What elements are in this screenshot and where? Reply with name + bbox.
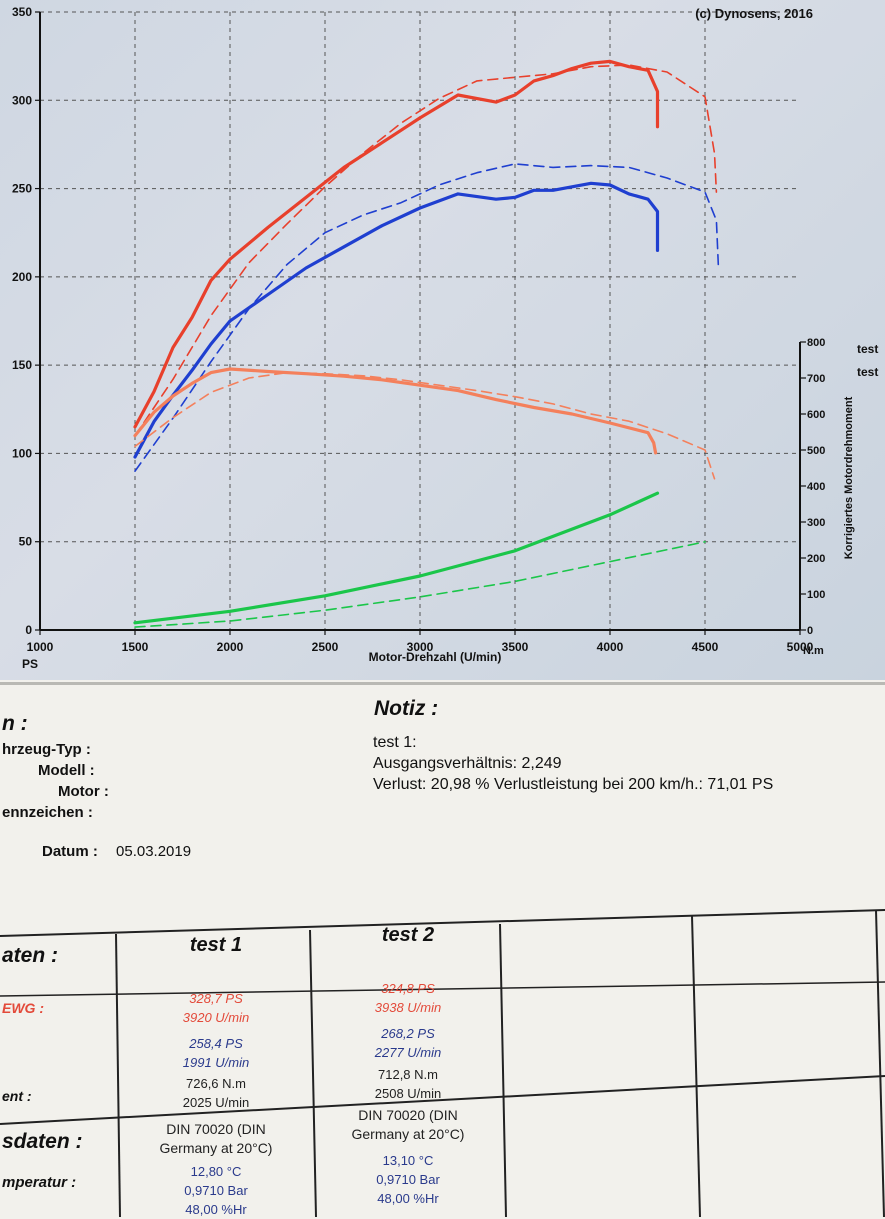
- plot-area: [40, 12, 800, 630]
- humidity-value: 48,00 %Hr: [185, 1202, 247, 1217]
- norm-test2: DIN 70020 (DIN Germany at 20°C): [351, 1107, 465, 1142]
- pressure-value: 0,9710 Bar: [184, 1183, 248, 1198]
- column-header-test1: test 1: [189, 934, 243, 956]
- ewg-row-label: EWG :: [2, 1000, 44, 1016]
- series-line-dashed: [134, 371, 716, 480]
- legend-entry: test: [857, 342, 878, 356]
- vehicle-type-label: hrzeug-Typ :: [2, 741, 91, 758]
- y-right-tick-label: 500: [807, 445, 825, 457]
- date-label: Datum :: [42, 843, 98, 860]
- max-power-value: 324,8 PS: [381, 981, 435, 996]
- y-right-tick-label: 800: [807, 337, 825, 349]
- note-line: test 1:: [373, 734, 417, 751]
- x-tick-label: 1000: [27, 640, 54, 654]
- y-right-tick-label: 100: [807, 589, 825, 601]
- y-right-axis-label: Korrigiertes Motordrehmoment: [843, 396, 855, 559]
- torque-row-label: ent :: [2, 1088, 32, 1104]
- legend-entry: test: [857, 365, 878, 379]
- date-value: 05.03.2019: [116, 843, 192, 860]
- date-row: Datum : 05.03.2019: [42, 843, 191, 860]
- notiz-title: Notiz :: [374, 697, 439, 720]
- y-right-unit-label: N.m: [803, 645, 824, 657]
- series-line-solid: [133, 59, 660, 429]
- torque-rpm: 2025 U/min: [182, 1095, 250, 1110]
- ambient-section-label: sdaten :: [2, 1130, 83, 1153]
- dyno-chart: 1000 1500 2000 2500 3000 3500 4000 4500 5000 0 50 1…: [0, 0, 885, 680]
- torque-value: 726,6 N.m: [186, 1076, 246, 1091]
- temperature-value: 12,80 °C: [190, 1164, 242, 1179]
- norm-test1: DIN 70020 (DIN Germany at 20°C): [159, 1121, 273, 1156]
- x-tick-label: 3000: [407, 640, 434, 654]
- column-header-test2: test 2: [381, 924, 435, 946]
- vehicle-labels: hrzeug-Typ : Modell : Motor : ennzeichen…: [2, 739, 109, 823]
- x-tick-label: 1500: [122, 640, 149, 654]
- y-left-tick-label: 200: [12, 270, 32, 284]
- power2-value: 258,4 PS: [189, 1036, 243, 1051]
- measure-section-label: aten :: [2, 944, 59, 967]
- y-left-unit-label: PS: [22, 657, 38, 671]
- x-tick-label: 4500: [692, 640, 719, 654]
- ambient-test1: 12,80 °C 0,9710 Bar 48,00 %Hr: [122, 1162, 310, 1219]
- torque-rpm: 2508 U/min: [374, 1086, 442, 1101]
- vehicle-section-title: n :: [2, 712, 28, 735]
- x-tick-label: 4000: [597, 640, 624, 654]
- series-line-dashed: [134, 64, 718, 437]
- temperature-value: 13,10 °C: [382, 1153, 434, 1168]
- chart-divider: [0, 682, 885, 685]
- temperature-row-label: mperatur :: [2, 1174, 77, 1191]
- y-left-tick-label: 300: [12, 93, 32, 107]
- y-right-tick-label: 600: [807, 409, 825, 421]
- ambient-test2: 13,10 °C 0,9710 Bar 48,00 %Hr: [314, 1151, 502, 1208]
- series-line-solid: [133, 367, 658, 455]
- y-left-tick-label: 350: [12, 5, 32, 19]
- model-label: Modell :: [38, 762, 95, 779]
- max-power-test2: 324,8 PS 3938 U/min: [314, 979, 502, 1017]
- y-right-tick-label: 0: [807, 625, 813, 637]
- series-line-solid: [133, 181, 660, 459]
- dyno-chart-svg: 1000 1500 2000 2500 3000 3500 4000 4500 50000501…: [12, 5, 878, 671]
- notiz-lines: test 1: Ausgangsverhältnis: 2,249 Verlus…: [373, 732, 773, 795]
- x-tick-label: 2500: [312, 640, 339, 654]
- torque-test1: 726,6 N.m 2025 U/min: [122, 1074, 310, 1112]
- max-power-value: 328,7 PS: [189, 991, 243, 1006]
- y-left-tick-label: 0: [25, 623, 32, 637]
- y-right-tick-label: 300: [807, 517, 825, 529]
- max-power-test1: 328,7 PS 3920 U/min: [122, 989, 310, 1027]
- motor-label: Motor :: [58, 783, 109, 800]
- copyright-text: (c) Dynosens, 2016: [695, 6, 813, 21]
- y-left-tick-label: 150: [12, 358, 32, 372]
- humidity-value: 48,00 %Hr: [377, 1191, 439, 1206]
- y-left-tick-label: 100: [12, 446, 32, 460]
- note-line: Ausgangsverhältnis: 2,249: [373, 755, 562, 772]
- series-line-solid: [133, 491, 660, 625]
- power2-rpm: 1991 U/min: [182, 1055, 250, 1070]
- results-table: aten : EWG : ent : sdaten : mperatur : t…: [0, 900, 885, 1217]
- torque-value: 712,8 N.m: [378, 1067, 438, 1082]
- series-line-dashed: [134, 163, 720, 472]
- power2-test1: 258,4 PS 1991 U/min: [122, 1034, 310, 1072]
- plate-label: ennzeichen :: [2, 804, 93, 821]
- x-tick-label: 5000: [787, 640, 814, 654]
- y-right-tick-label: 200: [807, 553, 825, 565]
- torque-test2: 712,8 N.m 2508 U/min: [314, 1065, 502, 1103]
- power2-rpm: 2277 U/min: [374, 1045, 442, 1060]
- max-power-rpm: 3920 U/min: [182, 1010, 250, 1025]
- series-line-dashed: [134, 540, 706, 628]
- results-table-grid: [0, 909, 885, 1217]
- pressure-value: 0,9710 Bar: [376, 1172, 440, 1187]
- x-tick-label: 2000: [217, 640, 244, 654]
- power2-value: 268,2 PS: [381, 1026, 435, 1041]
- y-left-tick-label: 250: [12, 182, 32, 196]
- y-right-tick-label: 400: [807, 481, 825, 493]
- power2-test2: 268,2 PS 2277 U/min: [314, 1024, 502, 1062]
- y-left-tick-label: 50: [19, 535, 33, 549]
- y-right-tick-label: 700: [807, 373, 825, 385]
- x-tick-label: 3500: [502, 640, 529, 654]
- note-line: Verlust: 20,98 % Verlustleistung bei 200…: [373, 776, 774, 793]
- x-axis-label: Motor-Drehzahl (U/min): [369, 650, 502, 664]
- max-power-rpm: 3938 U/min: [374, 1000, 442, 1015]
